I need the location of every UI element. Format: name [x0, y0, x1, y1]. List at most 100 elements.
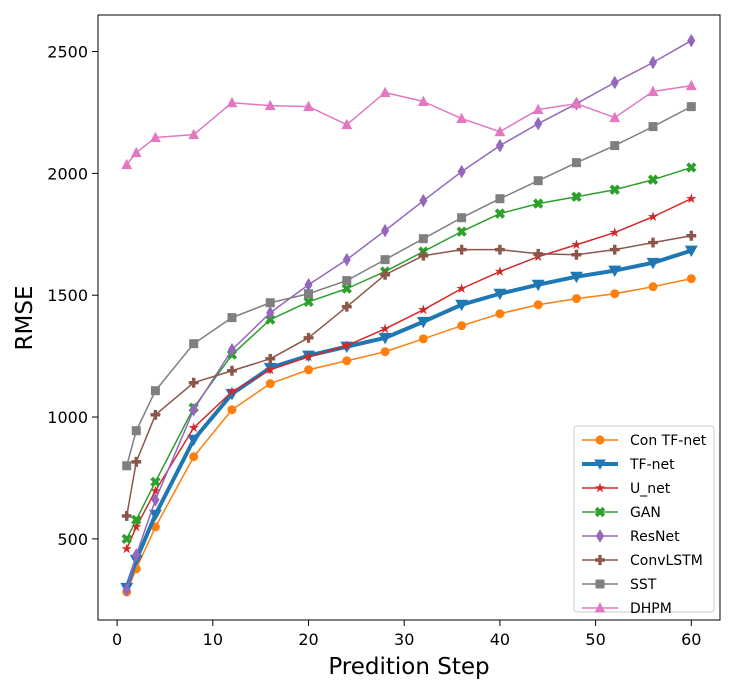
- marker-triangle-up: [456, 112, 468, 124]
- marker-square: [342, 276, 352, 286]
- marker-x-shape: [571, 191, 582, 202]
- x-tick-label: 0: [112, 630, 122, 649]
- marker-x: [686, 162, 697, 173]
- marker-diamond: [687, 33, 696, 48]
- legend-label: ResNet: [630, 529, 680, 545]
- marker-triangle-up: [264, 99, 276, 111]
- marker-star: [226, 386, 238, 397]
- marker-star: [609, 227, 620, 237]
- series-dhpm: [121, 79, 697, 170]
- legend-label: DHPM: [630, 601, 672, 617]
- marker-star: [456, 283, 467, 293]
- marker-square: [648, 122, 658, 132]
- marker-x-shape: [341, 283, 352, 294]
- marker-diamond: [151, 493, 160, 507]
- series-line: [126, 84, 692, 166]
- legend-label: SST: [630, 577, 657, 593]
- marker-star: [188, 422, 199, 433]
- marker-plus: [571, 249, 582, 260]
- marker-plus: [380, 269, 391, 280]
- marker-x: [303, 296, 314, 307]
- marker-triangle-up: [647, 85, 659, 97]
- marker-square: [495, 194, 505, 204]
- legend-label: TF-net: [629, 457, 675, 473]
- marker-diamond: [122, 583, 131, 597]
- x-tick-label: 60: [681, 630, 701, 649]
- marker-x-shape: [494, 208, 506, 219]
- legend-label: GAN: [630, 505, 661, 521]
- marker-x: [571, 191, 582, 202]
- marker-x-shape: [265, 314, 276, 325]
- marker-triangle-down: [570, 271, 583, 284]
- marker-triangle-up: [571, 97, 582, 109]
- marker-plus: [418, 250, 429, 261]
- marker-plus: [188, 377, 199, 388]
- marker-triangle-down: [187, 434, 201, 447]
- marker-diamond: [342, 252, 351, 267]
- marker-square: [189, 339, 199, 349]
- marker-star: [150, 485, 161, 496]
- marker-star: [594, 482, 606, 493]
- marker-diamond: [610, 75, 619, 90]
- marker-circle: [533, 300, 543, 310]
- marker-diamond: [381, 223, 390, 238]
- marker-triangle-up: [594, 602, 606, 613]
- marker-star: [686, 193, 697, 204]
- marker-circle: [648, 282, 658, 292]
- x-tick-label: 30: [394, 630, 414, 649]
- series-u-net: [121, 193, 697, 554]
- marker-triangle-up: [303, 100, 314, 112]
- marker-x: [494, 208, 506, 219]
- marker-plus: [595, 555, 605, 565]
- marker-diamond: [534, 116, 543, 131]
- legend-entry: SST: [582, 577, 657, 593]
- marker-square: [686, 102, 696, 112]
- legend-label: Con TF-net: [630, 433, 707, 449]
- marker-square: [457, 213, 467, 223]
- marker-diamond: [189, 402, 198, 417]
- marker-triangle-up: [532, 103, 544, 115]
- series-resnet: [122, 33, 696, 597]
- legend-entry: GAN: [582, 505, 661, 521]
- marker-x-shape: [303, 296, 314, 307]
- marker-circle: [189, 452, 199, 462]
- x-tick-label: 40: [490, 630, 510, 649]
- marker-triangle-up: [121, 158, 133, 170]
- marker-circle: [686, 274, 696, 284]
- marker-plus: [131, 456, 142, 467]
- marker-star: [265, 364, 276, 375]
- legend-label: ConvLSTM: [630, 553, 703, 569]
- marker-square: [595, 579, 605, 589]
- marker-plus: [648, 237, 658, 248]
- marker-circle: [595, 435, 605, 445]
- marker-star: [379, 323, 391, 334]
- marker-square: [131, 426, 141, 436]
- marker-triangle-down: [493, 288, 507, 301]
- marker-x-shape: [609, 184, 620, 195]
- plot-frame: [97, 14, 721, 621]
- marker-x: [121, 533, 132, 545]
- marker-triangle-up: [130, 146, 142, 158]
- marker-triangle-down: [225, 388, 239, 401]
- marker-plus: [227, 365, 237, 376]
- marker-triangle-up: [685, 79, 697, 91]
- marker-x: [341, 283, 352, 294]
- marker-diamond: [304, 277, 313, 292]
- marker-x-shape: [456, 226, 467, 237]
- marker-star: [494, 266, 506, 276]
- marker-x: [456, 226, 467, 237]
- legend-entry: TF-net: [582, 457, 675, 473]
- marker-circle: [418, 334, 428, 344]
- marker-diamond: [132, 548, 141, 562]
- axes-layer: 0 10 20 30 40 50 60 500 1000 1500 2000 2500: [47, 43, 701, 649]
- marker-x: [594, 506, 606, 518]
- marker-triangle-down: [684, 245, 698, 258]
- marker-square: [418, 234, 428, 244]
- marker-x-shape: [647, 174, 659, 185]
- marker-circle: [457, 321, 467, 331]
- marker-plus: [150, 409, 161, 420]
- series-layer: [120, 33, 698, 597]
- y-axis-label: RMSE: [12, 286, 38, 351]
- marker-x-shape: [150, 476, 161, 488]
- marker-star: [341, 340, 352, 351]
